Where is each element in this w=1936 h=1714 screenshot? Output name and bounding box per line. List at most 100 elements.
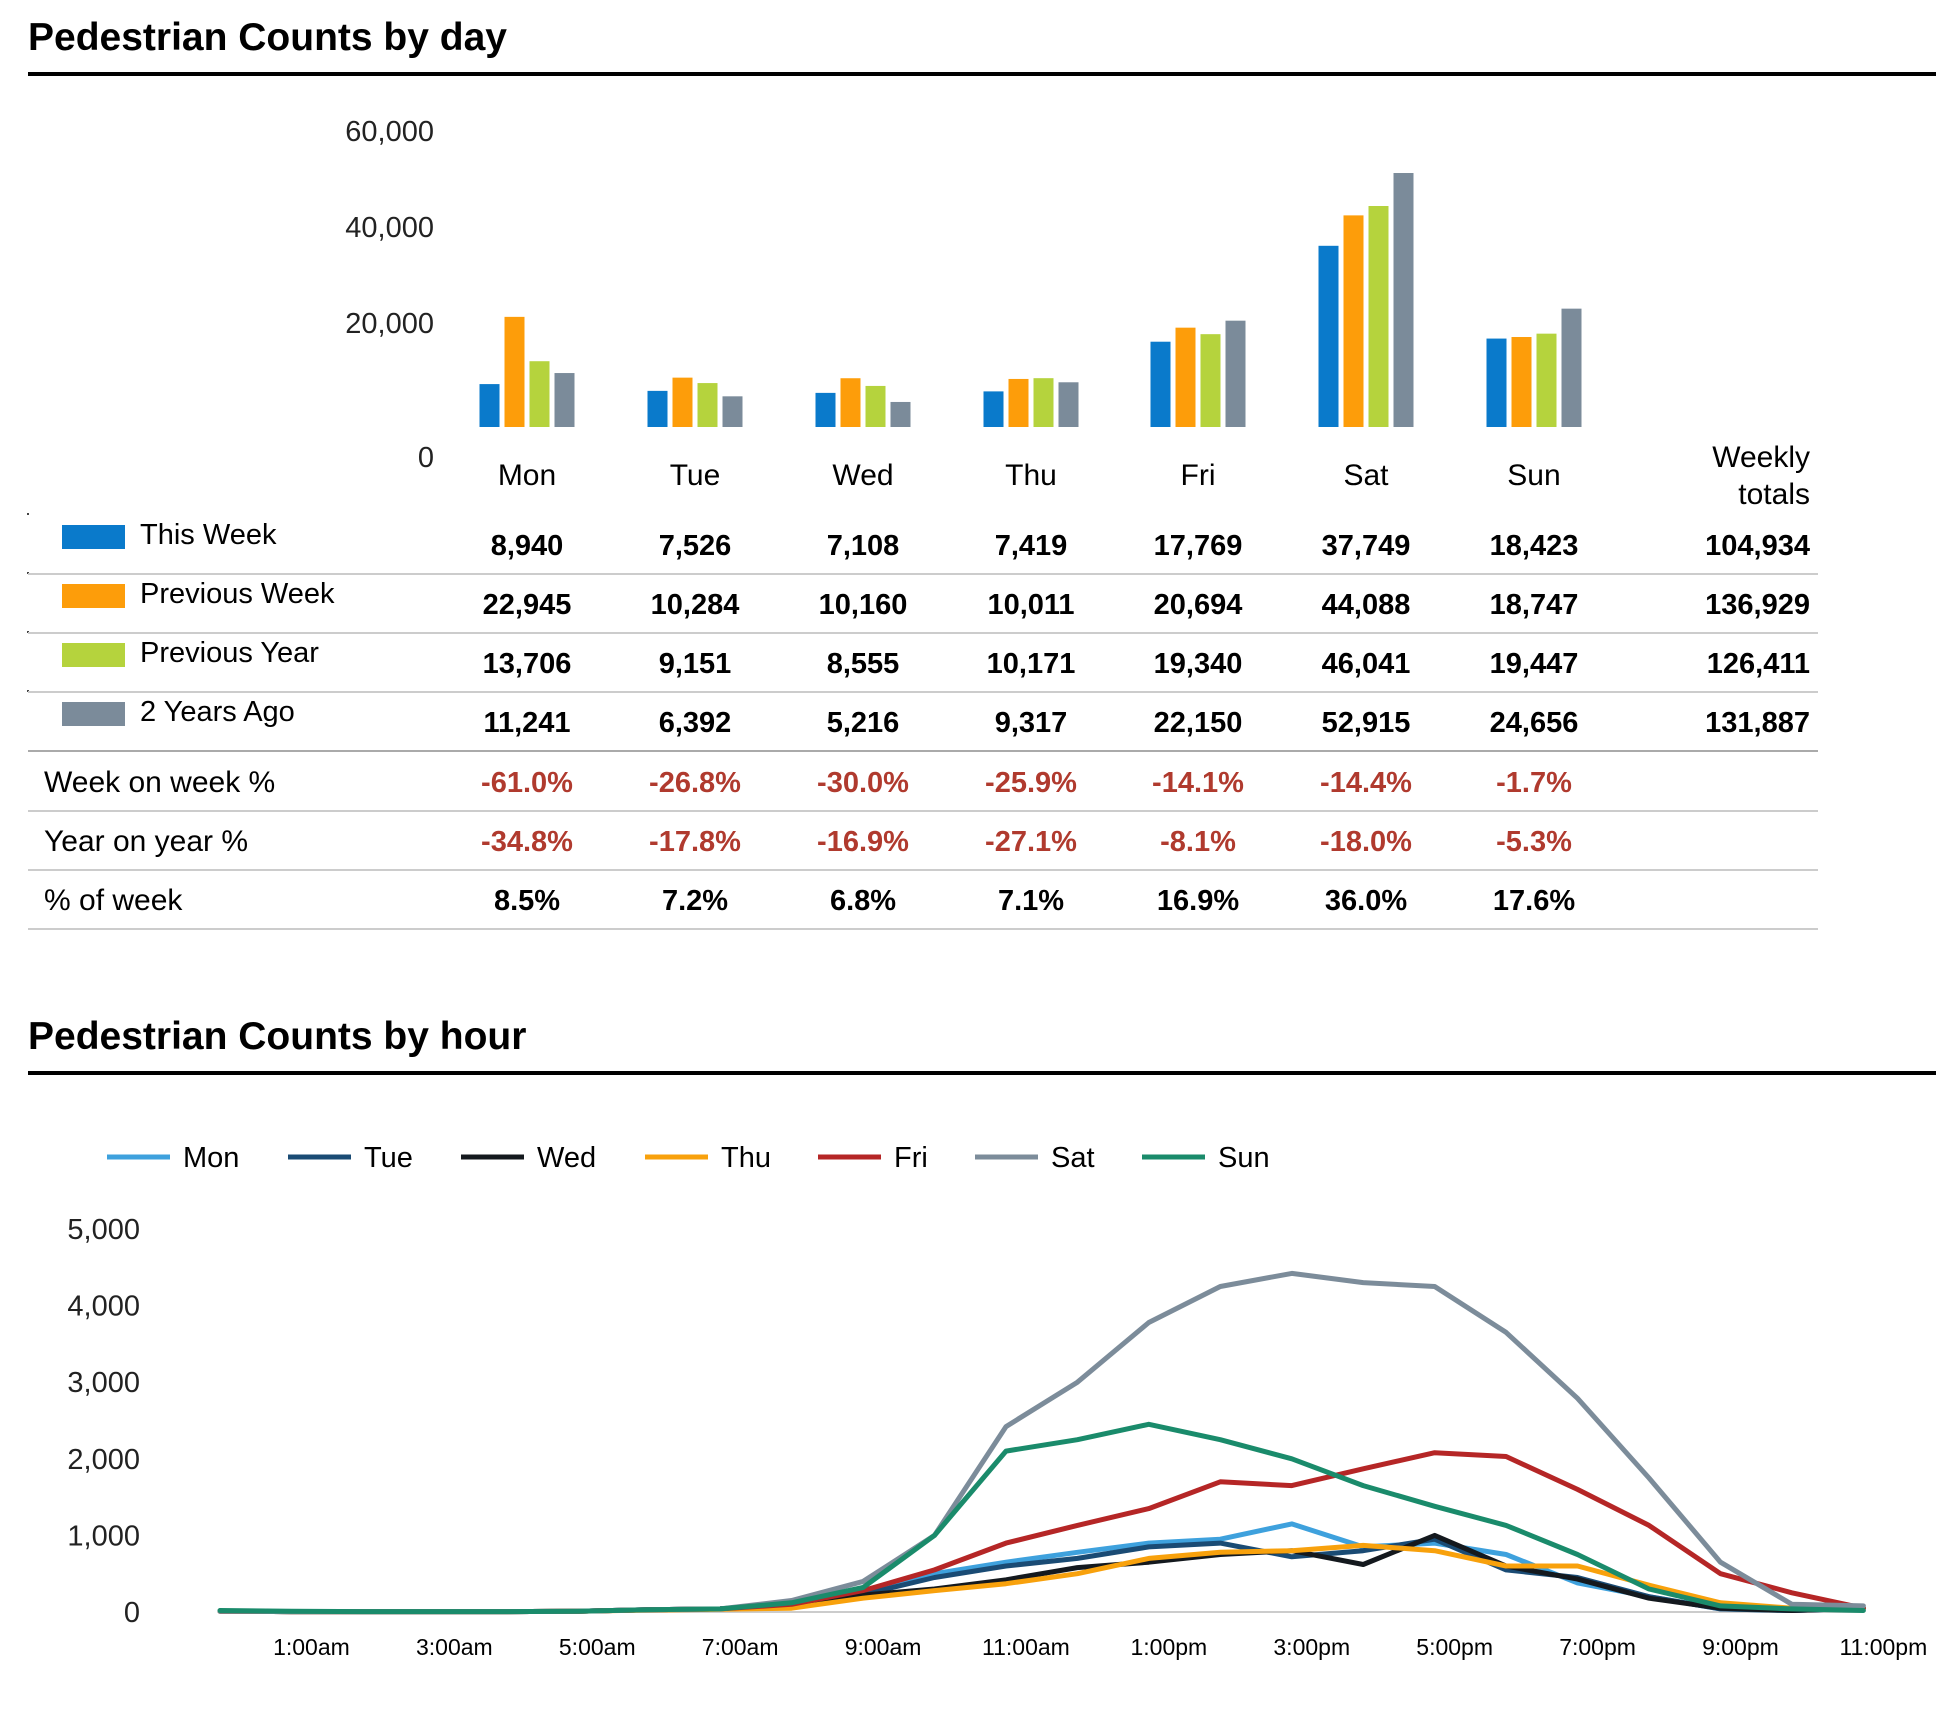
legend-label: Previous Year bbox=[140, 637, 319, 669]
stat-cell: -5.3% bbox=[1496, 826, 1572, 858]
stat-cell: -8.1% bbox=[1160, 826, 1236, 858]
table-cell: 19,447 bbox=[1490, 648, 1579, 680]
weekly-total: 136,929 bbox=[1705, 589, 1810, 621]
legend-label: Wed bbox=[537, 1142, 596, 1174]
y-tick-label: 4,000 bbox=[67, 1291, 140, 1323]
category-label: Mon bbox=[498, 459, 556, 492]
table-cell: 8,555 bbox=[827, 648, 900, 680]
bar bbox=[647, 390, 668, 427]
bar bbox=[1393, 173, 1414, 427]
legend-swatch bbox=[62, 643, 125, 667]
x-tick-label: 5:00pm bbox=[1416, 1634, 1493, 1660]
x-tick-label: 11:00am bbox=[982, 1634, 1070, 1660]
category-label: Tue bbox=[670, 459, 721, 492]
bar bbox=[504, 316, 525, 427]
table-cell: 10,171 bbox=[987, 648, 1076, 680]
category-label: Sat bbox=[1343, 459, 1389, 492]
legend-label: Thu bbox=[721, 1142, 771, 1174]
table-cell: 7,526 bbox=[659, 530, 732, 562]
y-tick-label: 3,000 bbox=[67, 1367, 140, 1399]
y-tick-label: 60,000 bbox=[345, 116, 434, 148]
table-cell: 22,150 bbox=[1154, 707, 1243, 739]
bar bbox=[1536, 333, 1557, 427]
stat-row-label: % of week bbox=[44, 884, 183, 917]
bar bbox=[1058, 382, 1079, 427]
stat-cell: 17.6% bbox=[1493, 885, 1575, 917]
y-tick-label: 1,000 bbox=[67, 1520, 140, 1552]
bar bbox=[1368, 206, 1389, 427]
legend-swatch bbox=[62, 702, 125, 726]
y-tick-label: 2,000 bbox=[67, 1444, 140, 1476]
bar bbox=[672, 377, 693, 427]
y-tick-label: 20,000 bbox=[345, 308, 434, 340]
weekly-totals-label: totals bbox=[1738, 478, 1810, 511]
stat-cell: -1.7% bbox=[1496, 767, 1572, 799]
table-cell: 11,241 bbox=[483, 707, 570, 739]
table-cell: 7,419 bbox=[995, 530, 1068, 562]
bar bbox=[815, 392, 836, 427]
stat-cell: -34.8% bbox=[481, 826, 573, 858]
table-cell: 22,945 bbox=[483, 589, 572, 621]
table-cell: 10,160 bbox=[819, 589, 908, 621]
bar bbox=[865, 385, 886, 427]
table-cell: 5,216 bbox=[827, 707, 900, 739]
table-cell: 6,392 bbox=[659, 707, 732, 739]
bar bbox=[1175, 327, 1196, 427]
stat-cell: -30.0% bbox=[817, 767, 909, 799]
legend-swatch bbox=[62, 584, 125, 608]
table-cell: 37,749 bbox=[1322, 530, 1411, 562]
category-label: Thu bbox=[1005, 459, 1057, 492]
x-tick-label: 3:00pm bbox=[1273, 1634, 1350, 1660]
x-tick-label: 1:00pm bbox=[1130, 1634, 1207, 1660]
stat-cell: 7.2% bbox=[662, 885, 728, 917]
stat-row-label: Week on week % bbox=[44, 766, 275, 799]
x-tick-label: 3:00am bbox=[416, 1634, 493, 1660]
table-cell: 20,694 bbox=[1154, 589, 1243, 621]
hour-chart-title: Pedestrian Counts by hour bbox=[28, 1015, 527, 1058]
legend-label: Fri bbox=[894, 1142, 928, 1174]
bar bbox=[697, 383, 718, 427]
table-cell: 52,915 bbox=[1322, 707, 1411, 739]
bar bbox=[722, 396, 743, 427]
stat-cell: 16.9% bbox=[1157, 885, 1239, 917]
stat-row-label: Year on year % bbox=[44, 825, 248, 858]
weekly-total: 104,934 bbox=[1705, 530, 1810, 562]
stat-cell: -27.1% bbox=[985, 826, 1077, 858]
bar bbox=[1225, 320, 1246, 427]
table-cell: 9,151 bbox=[659, 648, 732, 680]
stat-cell: 6.8% bbox=[830, 885, 896, 917]
table-cell: 24,656 bbox=[1490, 707, 1579, 739]
x-tick-label: 7:00pm bbox=[1559, 1634, 1636, 1660]
legend-swatch bbox=[62, 525, 125, 549]
stat-cell: 36.0% bbox=[1325, 885, 1407, 917]
x-tick-label: 5:00am bbox=[559, 1634, 636, 1660]
bar bbox=[1561, 308, 1582, 427]
bar bbox=[840, 378, 861, 427]
category-label: Sun bbox=[1507, 459, 1560, 492]
stat-cell: -16.9% bbox=[817, 826, 909, 858]
bar bbox=[554, 373, 575, 427]
bar bbox=[1033, 378, 1054, 427]
bar bbox=[529, 361, 550, 427]
table-cell: 10,011 bbox=[987, 589, 1074, 621]
weekly-total: 131,887 bbox=[1705, 707, 1810, 739]
legend-label: 2 Years Ago bbox=[140, 696, 295, 728]
y-tick-label: 5,000 bbox=[67, 1214, 140, 1246]
table-cell: 19,340 bbox=[1154, 648, 1243, 680]
day-title-rule bbox=[28, 72, 1936, 76]
table-cell: 8,940 bbox=[491, 530, 564, 562]
series-line bbox=[217, 1521, 1866, 1615]
legend-label: Mon bbox=[183, 1142, 239, 1174]
bar bbox=[1318, 245, 1339, 427]
y-tick-label: 0 bbox=[124, 1597, 140, 1629]
bar bbox=[479, 384, 500, 427]
category-label: Fri bbox=[1181, 459, 1216, 492]
table-cell: 17,769 bbox=[1154, 530, 1243, 562]
x-tick-label: 1:00am bbox=[273, 1634, 350, 1660]
stat-cell: -14.4% bbox=[1320, 767, 1412, 799]
stat-cell: 7.1% bbox=[998, 885, 1064, 917]
stat-cell: -18.0% bbox=[1320, 826, 1412, 858]
bar bbox=[1008, 378, 1029, 427]
day-chart-title: Pedestrian Counts by day bbox=[28, 16, 507, 59]
